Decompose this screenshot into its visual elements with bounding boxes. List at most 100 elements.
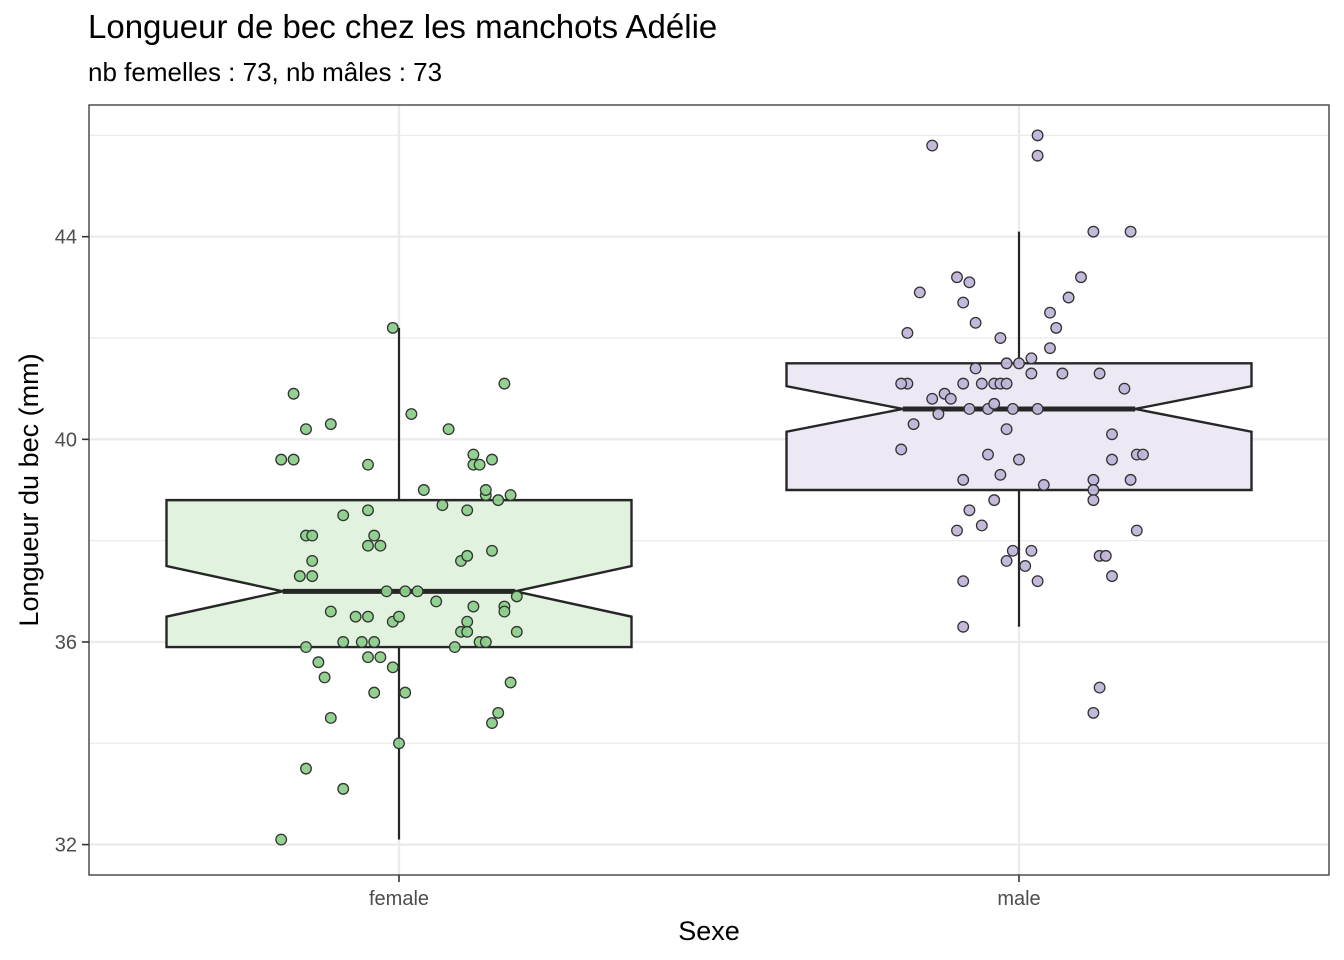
data-point-female [368,529,381,542]
data-point-female [461,504,474,517]
data-point-female [300,641,312,653]
data-point-female [355,636,368,648]
data-point-female [492,706,505,719]
data-point-male [1006,402,1019,415]
data-point-male [1000,423,1013,436]
data-point-male [951,271,963,284]
data-point-female [324,712,337,724]
data-point-female [300,762,312,775]
data-point-male [1106,570,1118,583]
data-point-female [430,595,443,608]
data-point-male [1031,129,1044,142]
data-point-male [988,397,1001,410]
data-point-male [926,139,939,152]
data-point-male [1013,453,1025,466]
data-point-female [275,453,288,466]
data-point-female [399,686,412,699]
data-point-female [411,585,424,598]
data-point-male [1087,225,1100,238]
data-point-female [393,737,405,750]
data-point-female [337,636,350,648]
data-point-female [368,636,381,648]
data-point-male [1031,402,1044,415]
data-point-male [1031,149,1044,162]
data-point-female [504,489,517,502]
data-point-female [405,408,418,420]
data-point-male [1093,681,1106,694]
data-point-female [486,717,498,729]
data-point-female [362,539,374,552]
data-point-male [1062,291,1075,304]
data-point-female [324,418,337,431]
y-tick-label: 36 [55,632,77,654]
data-point-female [337,782,350,795]
x-tick-label: male [997,888,1040,910]
data-point-female [461,625,474,638]
box-male [785,362,1253,492]
data-point-female [300,423,312,436]
data-point-male [1093,367,1106,380]
data-point-male [1000,377,1013,390]
data-point-male [1106,428,1118,441]
x-tick-label: female [369,888,429,910]
data-point-female [479,484,492,496]
data-point-female [461,549,474,562]
data-point-male [994,468,1007,481]
data-point-male [975,377,988,390]
data-point-male [1056,367,1069,380]
box-female [165,498,633,649]
data-point-male [1075,271,1087,284]
data-point-male [1025,544,1038,557]
data-point-male [1025,352,1038,365]
data-point-male [994,332,1007,344]
data-point-male [901,327,914,339]
data-point-male [913,286,926,299]
data-point-male [982,448,994,461]
data-point-male [951,524,963,537]
data-point-male [957,377,970,390]
data-point-female [287,453,300,466]
y-tick-label: 44 [55,227,77,249]
data-point-female [486,453,498,466]
data-point-male [975,519,988,532]
data-point-male [1124,473,1137,486]
data-point-female [362,651,374,664]
data-point-male [1106,453,1118,466]
data-point-female [486,544,498,557]
data-point-female [362,458,374,471]
data-point-female [374,651,387,664]
data-point-female [312,656,325,669]
data-point-male [963,276,976,289]
data-point-female [287,387,300,400]
data-point-male [957,473,970,486]
plot-border [88,104,1330,876]
data-point-male [1006,544,1019,557]
data-point-female [467,448,480,461]
data-point-female [386,321,399,334]
data-point-female [337,509,350,522]
chart-title: Longueur de bec chez les manchots Adélie [88,8,718,45]
data-point-female [504,676,517,689]
data-point-male [1044,306,1056,319]
y-axis-title: Longueur du bec (mm) [14,353,44,626]
data-point-male [1037,478,1050,491]
data-point-male [926,392,939,405]
data-point-male [957,620,970,633]
axes: 32 36 40 44 female male [55,227,1041,910]
data-point-female [318,671,331,684]
data-point-male [1099,549,1112,562]
data-point-male [895,443,908,456]
data-point-female [275,833,288,846]
data-point-female [399,585,412,598]
data-point-female [498,377,511,390]
data-point-female [293,570,306,583]
data-point-female [442,423,455,436]
data-point-male [1087,484,1100,496]
data-point-female [393,610,405,623]
data-point-female [498,605,511,618]
data-point-male [1000,554,1013,567]
data-point-male [1050,321,1063,334]
data-point-female [479,636,492,648]
data-point-male [907,418,920,431]
